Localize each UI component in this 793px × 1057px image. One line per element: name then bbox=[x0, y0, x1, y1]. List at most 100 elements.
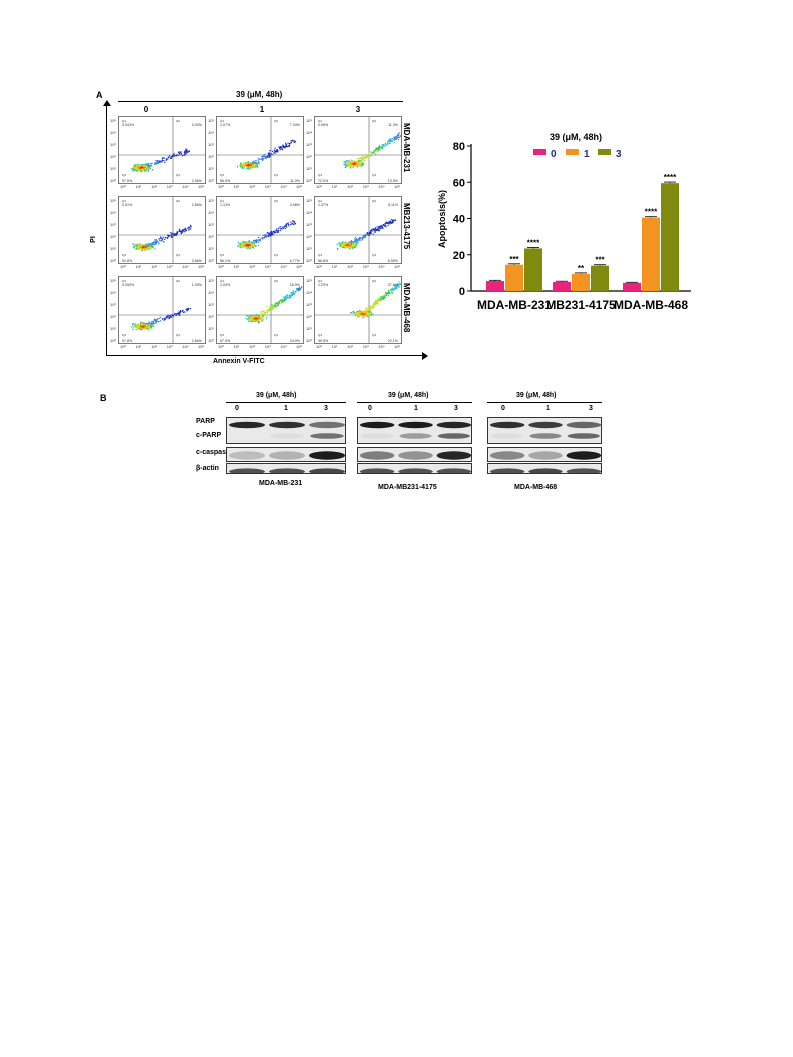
flow-event-dot bbox=[241, 167, 243, 169]
flow-event-dot bbox=[368, 308, 370, 310]
flow-event-dot bbox=[252, 316, 254, 318]
flow-event-dot bbox=[139, 247, 141, 249]
wb-lane-label: 3 bbox=[589, 405, 593, 412]
flow-event-dot bbox=[250, 165, 252, 167]
flow-event-dot bbox=[278, 146, 280, 148]
flow-event-dot bbox=[252, 246, 254, 248]
flow-event-dot bbox=[257, 315, 259, 318]
chart-category-label: MDA-MB-468 bbox=[614, 298, 688, 312]
quadrant-label: Q1 bbox=[220, 119, 224, 123]
flow-event-dot bbox=[159, 160, 161, 162]
flow-event-dot bbox=[249, 241, 251, 243]
flow-event-dot bbox=[288, 145, 290, 147]
flow-event-dot bbox=[358, 237, 361, 239]
flow-event-dot bbox=[271, 233, 273, 235]
flow-event-dot bbox=[139, 327, 142, 329]
flow-x-tick-label: 10⁰ bbox=[316, 264, 323, 269]
flow-x-tick-label: 10⁵ bbox=[394, 184, 401, 189]
flow-event-dot bbox=[250, 319, 252, 321]
flow-event-dot bbox=[268, 236, 270, 238]
flow-event-dot bbox=[246, 244, 248, 246]
flow-event-dot bbox=[177, 151, 179, 153]
flow-event-dot bbox=[168, 318, 170, 320]
flow-event-dot bbox=[374, 304, 376, 306]
flow-event-dot bbox=[344, 164, 346, 166]
flow-event-dot bbox=[378, 303, 380, 305]
flow-event-dot bbox=[352, 311, 354, 313]
flow-event-dot bbox=[352, 312, 354, 314]
flow-event-dot bbox=[363, 314, 365, 316]
quadrant-label: Q3 bbox=[220, 253, 224, 257]
flow-event-dot bbox=[395, 286, 397, 288]
flow-event-dot bbox=[269, 304, 272, 306]
wb-band-parp bbox=[359, 421, 395, 429]
flow-event-dot bbox=[137, 168, 139, 170]
flow-event-dot bbox=[262, 155, 264, 157]
flow-event-dot bbox=[145, 249, 147, 251]
flow-event-dot bbox=[185, 148, 187, 150]
flow-event-dot bbox=[395, 136, 397, 138]
flow-event-dot bbox=[353, 162, 355, 164]
flow-event-dot bbox=[356, 159, 358, 161]
flow-event-dot bbox=[269, 234, 271, 237]
flow-event-dot bbox=[140, 323, 142, 325]
flow-event-dot bbox=[364, 159, 366, 162]
quadrant-label: Q1 bbox=[220, 279, 224, 283]
flow-event-dot bbox=[173, 315, 175, 317]
flow-event-dot bbox=[186, 309, 188, 311]
flow-event-dot bbox=[363, 234, 365, 236]
flow-event-dot bbox=[349, 164, 351, 166]
flow-event-dot bbox=[141, 248, 143, 250]
quadrant-label: Q2 bbox=[274, 199, 278, 203]
flow-event-dot bbox=[183, 228, 185, 230]
flow-event-dot bbox=[140, 324, 142, 326]
flow-event-dot bbox=[293, 294, 295, 296]
flow-event-dot bbox=[282, 145, 284, 147]
flow-x-tick-label: 10⁴ bbox=[378, 184, 385, 189]
flow-event-dot bbox=[252, 163, 255, 165]
flow-event-dot bbox=[291, 294, 293, 296]
flow-event-dot bbox=[395, 288, 397, 290]
flow-event-dot bbox=[284, 297, 286, 299]
flow-event-dot bbox=[372, 313, 374, 315]
flow-event-dot bbox=[247, 167, 249, 169]
quadrant-percentage: 1.04% bbox=[220, 283, 231, 287]
flow-event-dot bbox=[265, 156, 267, 158]
flow-event-dot bbox=[290, 223, 292, 226]
flow-event-dot bbox=[379, 227, 381, 229]
flow-event-dot bbox=[251, 243, 253, 245]
flow-event-dot bbox=[241, 165, 243, 167]
flow-event-dot bbox=[268, 153, 270, 155]
flow-event-dot bbox=[142, 247, 144, 249]
chart-legend-label: 3 bbox=[616, 149, 622, 160]
flow-event-dot bbox=[285, 298, 287, 300]
flow-event-dot bbox=[277, 304, 279, 306]
flow-event-dot bbox=[169, 315, 171, 317]
flow-event-dot bbox=[398, 284, 400, 286]
wb-band-caspase7 bbox=[566, 451, 601, 460]
flow-event-dot bbox=[260, 158, 262, 160]
flow-event-dot bbox=[136, 327, 138, 329]
flow-event-dot bbox=[165, 317, 167, 319]
flow-event-dot bbox=[142, 322, 144, 324]
flow-event-dot bbox=[374, 231, 376, 233]
flow-event-dot bbox=[350, 242, 352, 245]
flow-x-tick-label: 10¹ bbox=[135, 184, 142, 189]
flow-event-dot bbox=[252, 243, 254, 246]
flow-event-dot bbox=[170, 234, 172, 236]
flow-event-dot bbox=[376, 228, 378, 230]
flow-event-dot bbox=[283, 226, 285, 228]
flow-event-dot bbox=[366, 310, 368, 313]
flow-event-dot bbox=[267, 310, 269, 312]
quadrant-label: Q2 bbox=[176, 119, 180, 123]
quadrant-label: Q1 bbox=[318, 199, 322, 203]
flow-event-dot bbox=[140, 324, 142, 326]
flow-event-dot bbox=[249, 318, 251, 321]
flow-y-tick-label: 10³ bbox=[208, 222, 214, 227]
flow-event-dot bbox=[354, 311, 356, 313]
chart-bar bbox=[524, 248, 542, 291]
flow-event-dot bbox=[377, 298, 379, 300]
flow-event-dot bbox=[390, 288, 392, 291]
flow-event-dot bbox=[167, 234, 169, 236]
